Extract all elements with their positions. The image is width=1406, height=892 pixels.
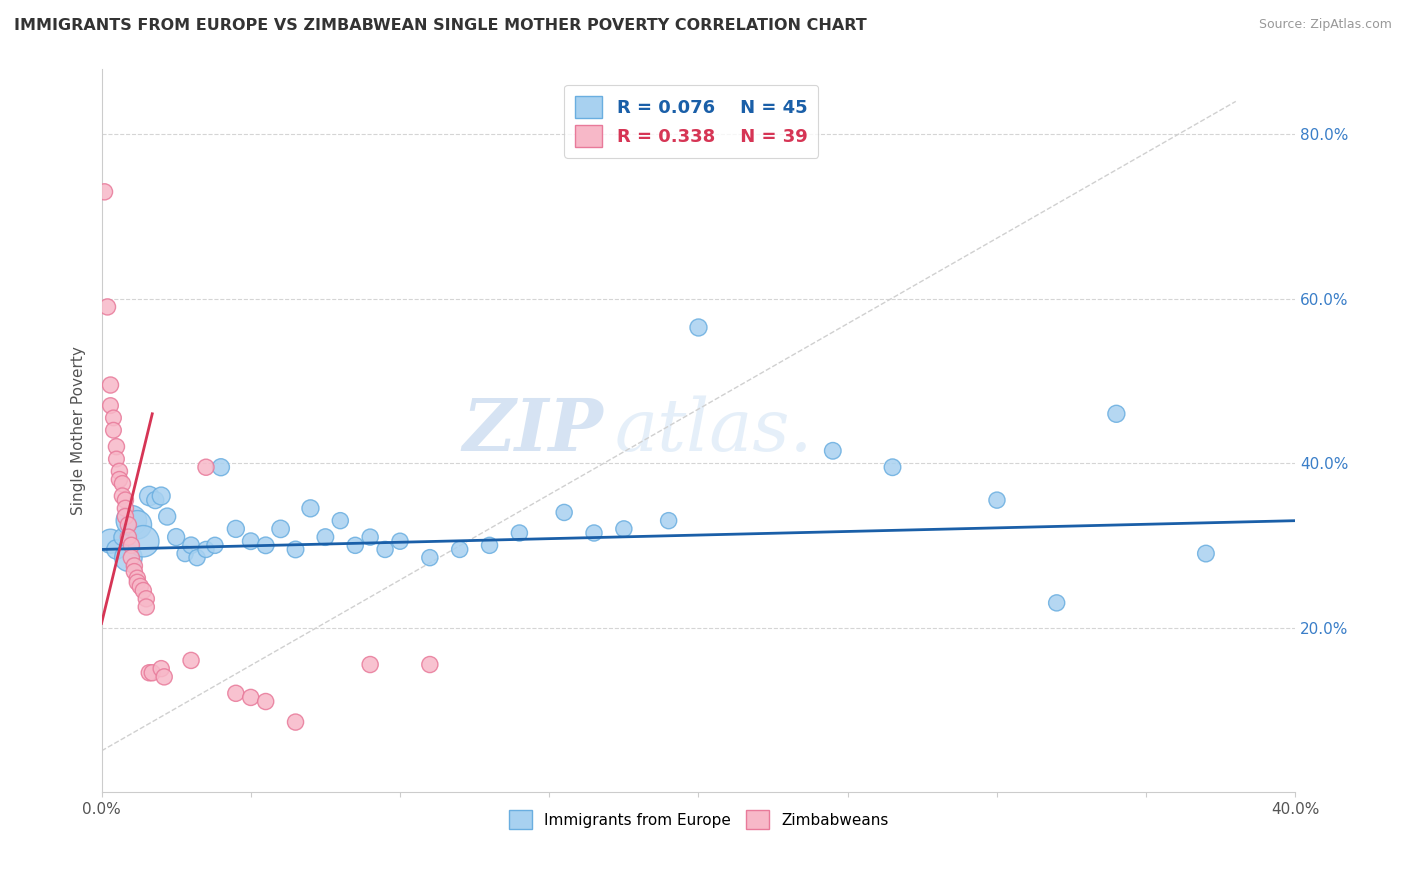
Point [688,320,710,334]
Point [153,670,176,684]
Text: IMMIGRANTS FROM EUROPE VS ZIMBABWEAN SINGLE MOTHER POVERTY CORRELATION CHART: IMMIGRANTS FROM EUROPE VS ZIMBABWEAN SIN… [14,18,868,33]
Point [127,571,149,585]
Point [93,185,115,199]
Point [582,526,605,541]
Point [117,550,139,565]
Point [419,550,441,565]
Point [127,517,149,532]
Point [284,715,307,730]
Point [613,522,636,536]
Point [105,452,128,467]
Point [114,493,136,508]
Point [108,464,131,478]
Point [508,526,530,541]
Point [186,550,208,565]
Point [124,558,146,573]
Point [478,538,501,552]
Point [553,505,575,519]
Text: atlas.: atlas. [614,395,814,466]
Point [299,501,322,516]
Point [314,530,336,544]
Point [138,665,160,680]
Point [204,538,226,552]
Point [180,538,202,552]
Point [658,514,681,528]
Point [124,565,146,579]
Point [239,690,262,705]
Point [180,653,202,667]
Point [114,509,136,524]
Point [120,538,142,552]
Point [129,579,152,593]
Point [986,493,1008,508]
Point [359,530,381,544]
Point [100,378,122,392]
Point [111,530,134,544]
Point [120,514,142,528]
Point [225,686,247,700]
Point [1046,596,1069,610]
Point [141,665,163,680]
Point [239,534,262,549]
Point [103,423,125,437]
Point [100,534,122,549]
Point [114,501,136,516]
Point [135,591,157,606]
Point [138,489,160,503]
Point [209,460,232,475]
Point [100,399,122,413]
Point [344,538,367,552]
Point [143,493,166,508]
Point [103,411,125,425]
Text: ZIP: ZIP [463,395,603,466]
Point [105,440,128,454]
Legend: Immigrants from Europe, Zimbabweans: Immigrants from Europe, Zimbabweans [502,804,894,835]
Point [374,542,396,557]
Point [270,522,292,536]
Point [254,538,277,552]
Point [388,534,411,549]
Point [254,694,277,708]
Point [284,542,307,557]
Point [359,657,381,672]
Point [419,657,441,672]
Point [135,599,157,614]
Point [882,460,904,475]
Text: Source: ZipAtlas.com: Source: ZipAtlas.com [1258,18,1392,31]
Point [111,476,134,491]
Point [132,583,155,598]
Point [120,550,142,565]
Point [1195,547,1218,561]
Point [108,473,131,487]
Point [1105,407,1128,421]
Point [117,530,139,544]
Point [174,547,197,561]
Point [329,514,352,528]
Point [150,662,173,676]
Point [225,522,247,536]
Point [150,489,173,503]
Point [127,575,149,590]
Point [117,517,139,532]
Point [195,460,218,475]
Point [132,534,155,549]
Point [821,443,844,458]
Y-axis label: Single Mother Poverty: Single Mother Poverty [72,346,86,515]
Point [156,509,179,524]
Point [96,300,118,314]
Point [195,542,218,557]
Point [449,542,471,557]
Point [165,530,187,544]
Point [105,542,128,557]
Point [111,489,134,503]
